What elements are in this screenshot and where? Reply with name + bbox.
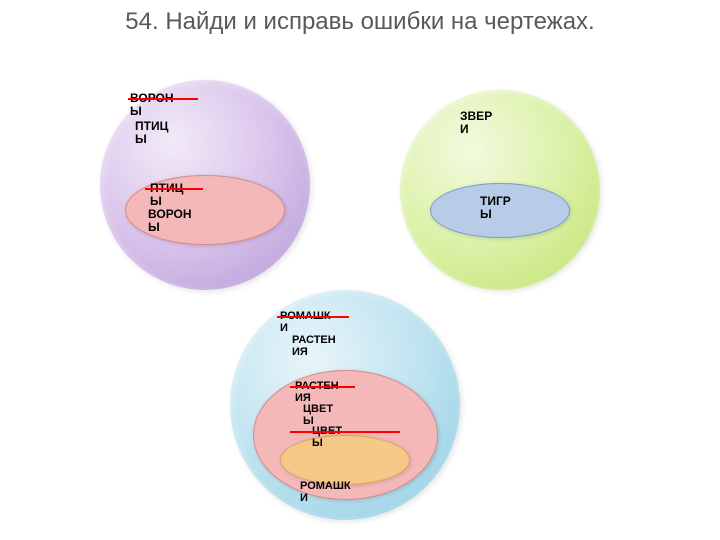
- label-outer-wrong: РОМАШК И: [280, 310, 331, 334]
- strike-inner: [290, 431, 400, 433]
- label-outer: ЗВЕР И: [460, 110, 492, 136]
- label-mid-wrong: РАСТЕН ИЯ: [295, 380, 339, 404]
- label-outer-correct: РАСТЕН ИЯ: [292, 334, 336, 358]
- label-outer-wrong: ВОРОН Ы: [130, 92, 174, 118]
- label-inner-wrong: ЦВЕТ Ы: [312, 425, 342, 449]
- label-inner-correct: ВОРОН Ы: [148, 208, 192, 234]
- label-inner-wrong: ПТИЦ Ы: [150, 182, 183, 208]
- page-title: 54. Найди и исправь ошибки на чертежах.: [0, 0, 720, 37]
- strike-outer: [277, 316, 349, 318]
- inner-ellipse-orange: [280, 435, 410, 485]
- label-inner-correct: РОМАШК И: [300, 480, 351, 504]
- label-outer-correct: ПТИЦ Ы: [135, 120, 168, 146]
- label-inner: ТИГР Ы: [480, 195, 511, 221]
- strike-inner: [145, 188, 203, 190]
- strike-outer: [128, 98, 198, 100]
- strike-mid: [290, 386, 355, 388]
- label-mid-correct: ЦВЕТ Ы: [303, 403, 333, 427]
